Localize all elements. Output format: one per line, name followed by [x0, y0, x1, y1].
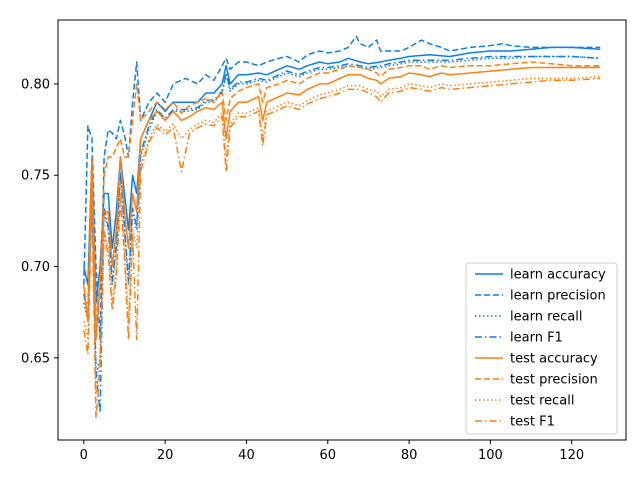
- x-tick-label: 60: [319, 448, 336, 463]
- plot-frame: [57, 19, 627, 441]
- x-tick-label: 100: [478, 448, 503, 463]
- x-tick-label: 120: [559, 448, 584, 463]
- x-tick-label: 0: [80, 448, 88, 463]
- y-tick-label: 0.80: [21, 77, 50, 92]
- y-axis: 0.65 0.70 0.75 0.80: [21, 77, 58, 366]
- legend-label-learn-recall: learn recall: [510, 310, 582, 325]
- series-line-test-f1: [83, 77, 601, 419]
- x-tick-label: 40: [238, 448, 255, 463]
- y-tick-label: 0.75: [21, 169, 50, 184]
- x-axis: 0 20 40 60 80 100 120: [80, 440, 584, 463]
- y-tick-label: 0.70: [21, 260, 50, 275]
- legend-label-learn-accuracy: learn accuracy: [510, 268, 606, 283]
- series-line-learn-f1: [83, 55, 601, 414]
- legend: learn accuracy learn precision learn recal…: [465, 262, 618, 435]
- legend-label-test-precision: test precision: [510, 373, 598, 388]
- series-line-learn-precision: [83, 35, 601, 341]
- plot-lines: [83, 35, 601, 419]
- legend-label-learn-precision: learn precision: [510, 289, 606, 304]
- series-line-test-accuracy: [83, 66, 601, 341]
- x-tick-label: 80: [401, 448, 418, 463]
- legend-label-test-recall: test recall: [510, 394, 575, 409]
- legend-label-test-f1: test F1: [510, 415, 555, 430]
- x-tick-label: 20: [157, 448, 174, 463]
- legend-box: [465, 262, 618, 435]
- legend-label-learn-f1: learn F1: [510, 331, 563, 346]
- legend-label-test-accuracy: test accuracy: [510, 352, 598, 367]
- series-line-test-precision: [83, 61, 601, 323]
- y-tick-label: 0.65: [21, 351, 50, 366]
